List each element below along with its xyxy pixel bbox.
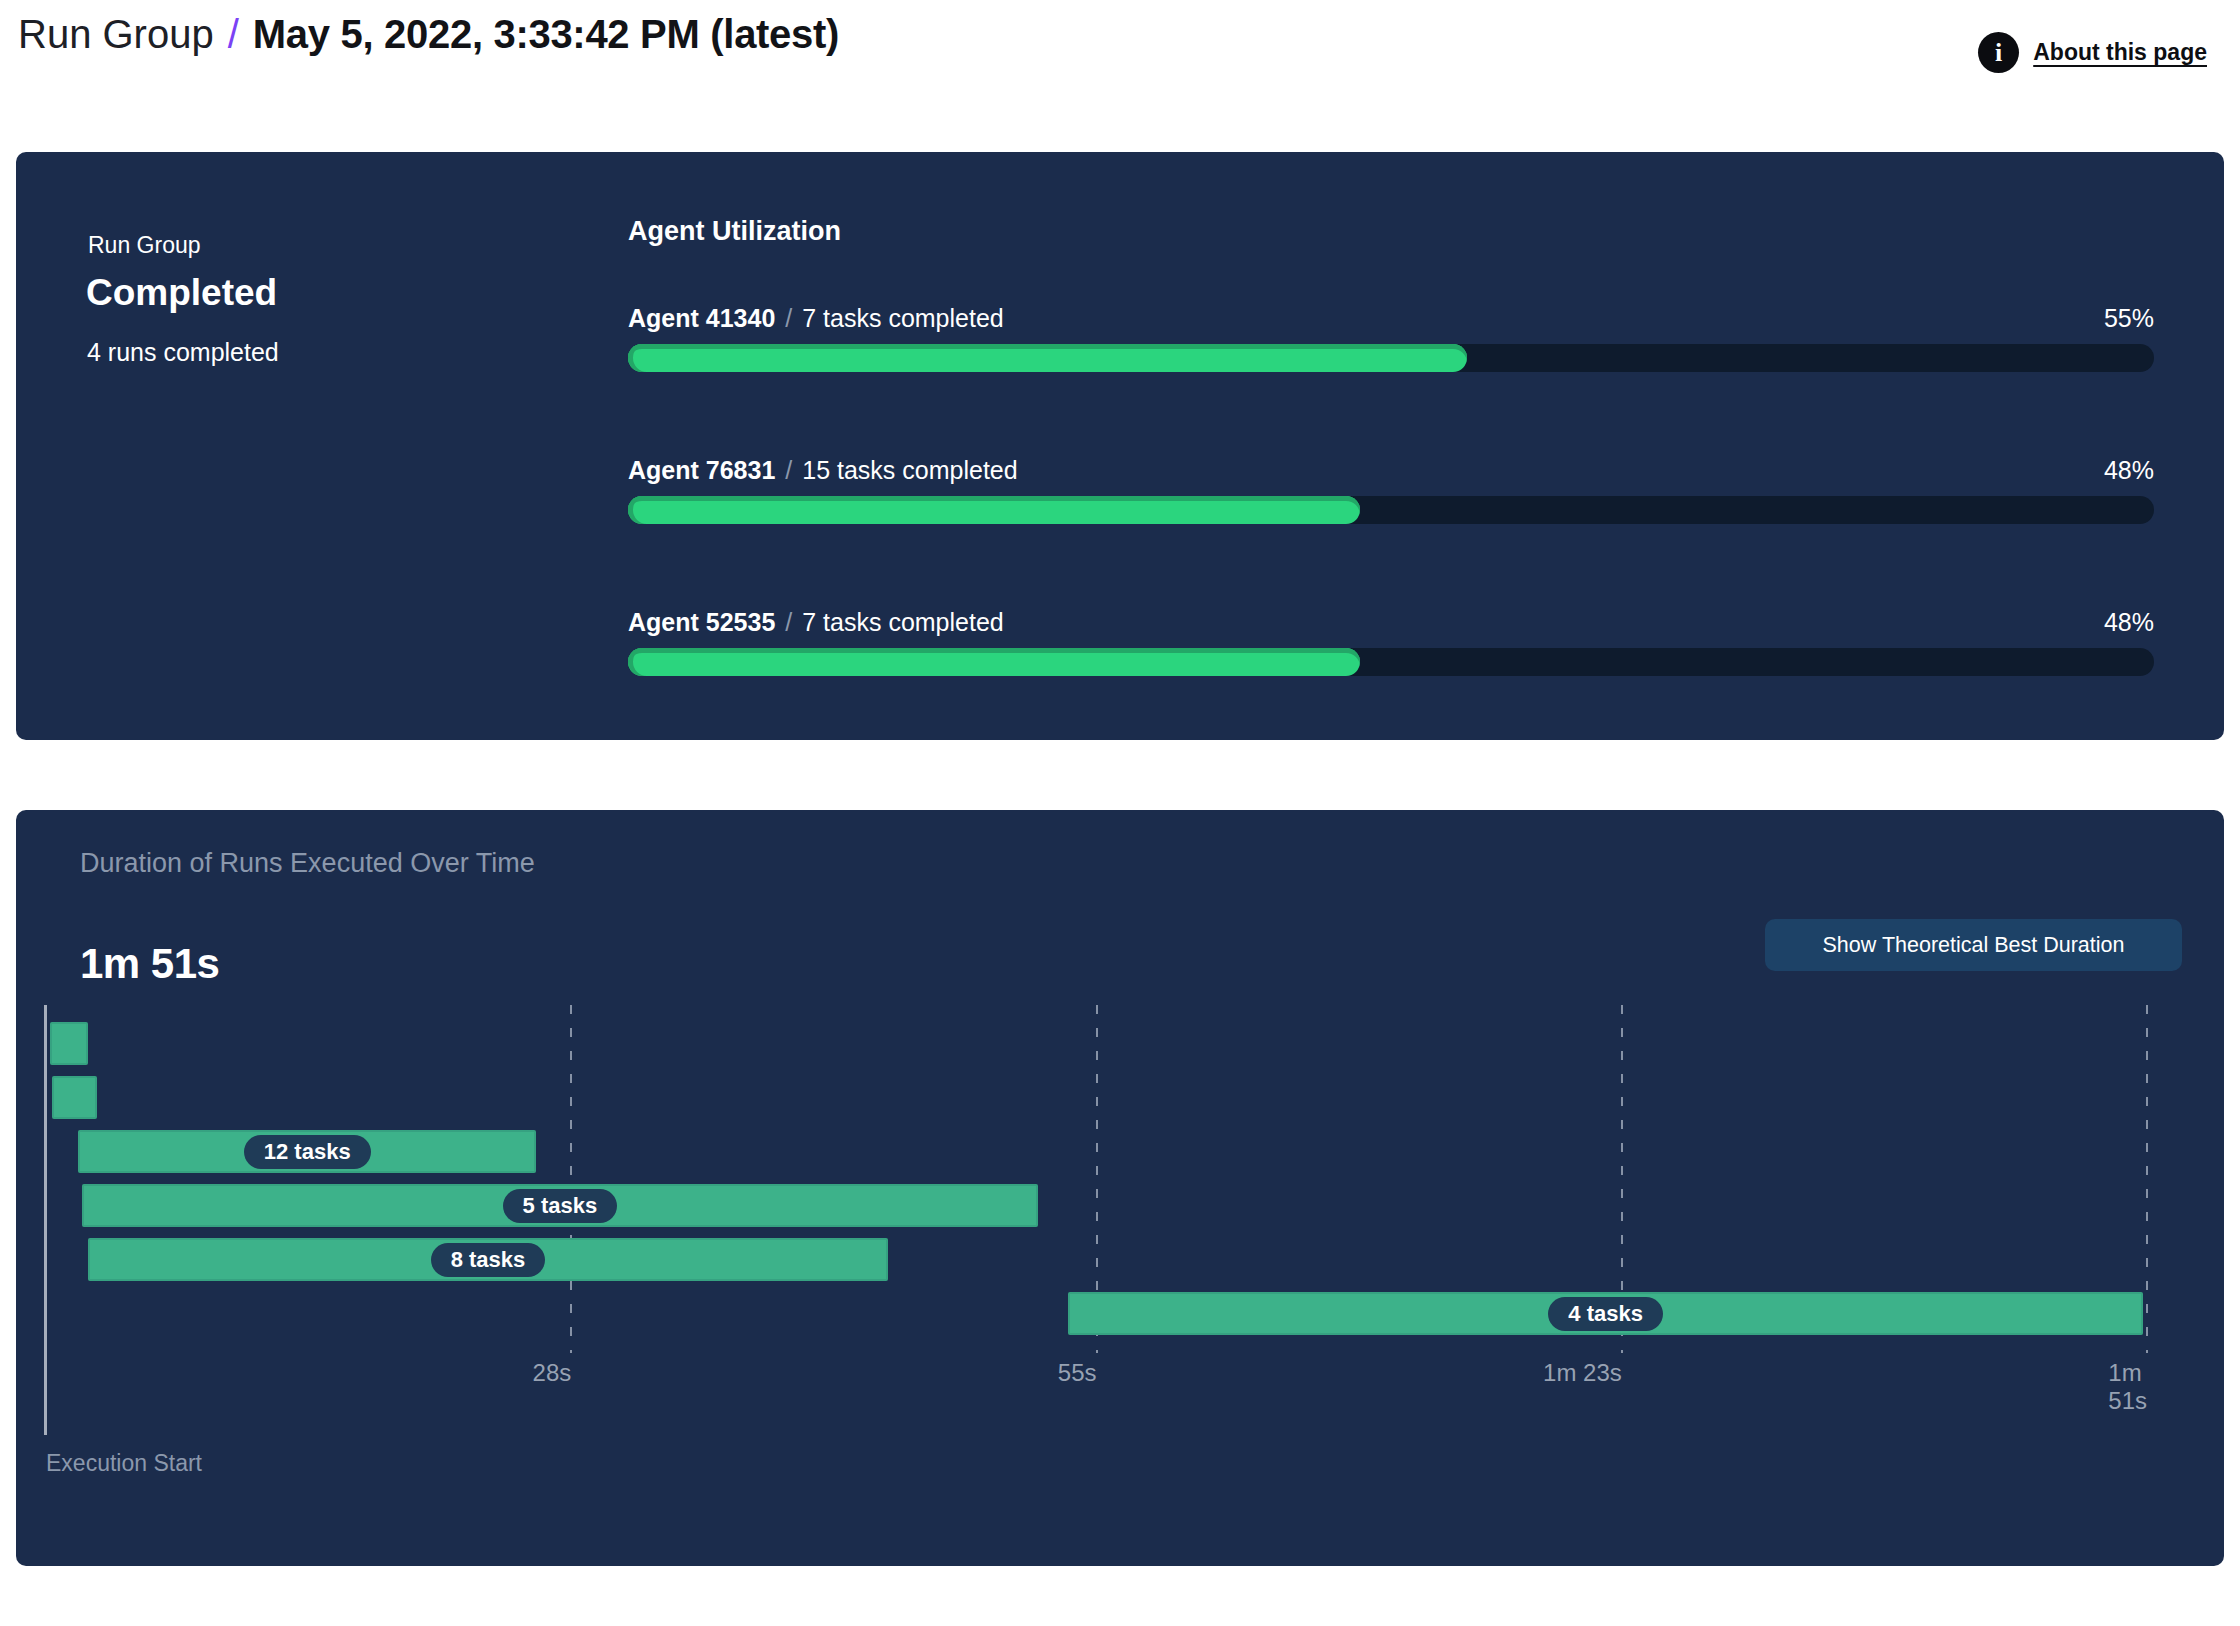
agent-utilization-track bbox=[628, 648, 2154, 676]
run-duration-bar bbox=[52, 1076, 97, 1119]
agent-name: Agent 76831 bbox=[628, 456, 775, 485]
run-group-status: Completed bbox=[86, 272, 277, 314]
execution-start-axis-line bbox=[44, 1005, 47, 1435]
axis-tick-label: 28s bbox=[533, 1359, 572, 1387]
run-duration-bar: 4 tasks bbox=[1068, 1292, 2143, 1335]
axis-tick-label: 1m 51s bbox=[2108, 1359, 2147, 1415]
axis-tick-label: 1m 23s bbox=[1543, 1359, 1622, 1387]
run-tasks-badge: 4 tasks bbox=[1548, 1297, 1663, 1331]
agent-utilization-title: Agent Utilization bbox=[628, 216, 841, 247]
run-group-label: Run Group bbox=[88, 232, 201, 259]
duration-panel: Duration of Runs Executed Over Time 1m 5… bbox=[16, 810, 2224, 1566]
agent-utilization-fill bbox=[628, 496, 1360, 524]
agent-row-label: Agent 41340 / 7 tasks completed 55% bbox=[628, 300, 2154, 333]
agent-tasks-completed: 15 tasks completed bbox=[802, 456, 1017, 485]
duration-chart-title: Duration of Runs Executed Over Time bbox=[80, 848, 535, 879]
duration-gantt-chart: 28s 55s 1m 23s 1m 51s 12 tasks 5 tasks 8 tasks… bbox=[46, 1005, 2147, 1475]
agent-row: Agent 76831 / 15 tasks completed 48% bbox=[628, 452, 2154, 604]
run-group-status-panel: Run Group Completed 4 runs completed Age… bbox=[16, 152, 2224, 740]
breadcrumb-run-group[interactable]: Run Group bbox=[18, 8, 214, 60]
agent-utilization-track bbox=[628, 496, 2154, 524]
agent-row: Agent 52535 / 7 tasks completed 48% bbox=[628, 604, 2154, 756]
info-icon[interactable]: i bbox=[1978, 32, 2019, 73]
agent-name: Agent 52535 bbox=[628, 608, 775, 637]
axis-tick-label: 55s bbox=[1058, 1359, 1097, 1387]
breadcrumb-separator: / bbox=[228, 8, 239, 60]
run-tasks-badge: 8 tasks bbox=[431, 1243, 546, 1277]
runs-completed-count: 4 runs completed bbox=[87, 338, 279, 367]
agent-rows: Agent 41340 / 7 tasks completed 55% Agent 76… bbox=[628, 300, 2154, 756]
page-title: May 5, 2022, 3:33:42 PM (latest) bbox=[253, 8, 839, 60]
execution-start-label: Execution Start bbox=[46, 1450, 202, 1477]
breadcrumb: Run Group / May 5, 2022, 3:33:42 PM (lat… bbox=[18, 8, 839, 60]
run-duration-bar: 5 tasks bbox=[82, 1184, 1038, 1227]
run-tasks-badge: 5 tasks bbox=[503, 1189, 618, 1223]
agent-label-separator: / bbox=[785, 304, 792, 333]
agent-label-separator: / bbox=[785, 608, 792, 637]
agent-utilization-fill bbox=[628, 344, 1467, 372]
agent-row-label: Agent 76831 / 15 tasks completed 48% bbox=[628, 452, 2154, 485]
agent-label-separator: / bbox=[785, 456, 792, 485]
total-duration-value: 1m 51s bbox=[80, 940, 219, 988]
agent-tasks-completed: 7 tasks completed bbox=[802, 608, 1004, 637]
agent-name: Agent 41340 bbox=[628, 304, 775, 333]
agent-tasks-completed: 7 tasks completed bbox=[802, 304, 1004, 333]
about-link-label[interactable]: About this page bbox=[2033, 39, 2207, 66]
agent-utilization-track bbox=[628, 344, 2154, 372]
about-this-page-link[interactable]: i About this page bbox=[1978, 32, 2207, 73]
axis-gridline bbox=[570, 1005, 572, 1353]
agent-row: Agent 41340 / 7 tasks completed 55% bbox=[628, 300, 2154, 452]
agent-row-label: Agent 52535 / 7 tasks completed 48% bbox=[628, 604, 2154, 637]
show-theoretical-best-duration-button[interactable]: Show Theoretical Best Duration bbox=[1765, 919, 2182, 971]
agent-utilization-percent: 48% bbox=[2104, 608, 2154, 637]
agent-utilization-fill bbox=[628, 648, 1360, 676]
agent-utilization-percent: 55% bbox=[2104, 304, 2154, 333]
agent-utilization-percent: 48% bbox=[2104, 456, 2154, 485]
run-tasks-badge: 12 tasks bbox=[244, 1135, 371, 1169]
run-duration-bar: 8 tasks bbox=[88, 1238, 889, 1281]
run-duration-bar: 12 tasks bbox=[78, 1130, 536, 1173]
run-duration-bar bbox=[50, 1022, 88, 1065]
axis-gridline bbox=[2146, 1005, 2148, 1353]
